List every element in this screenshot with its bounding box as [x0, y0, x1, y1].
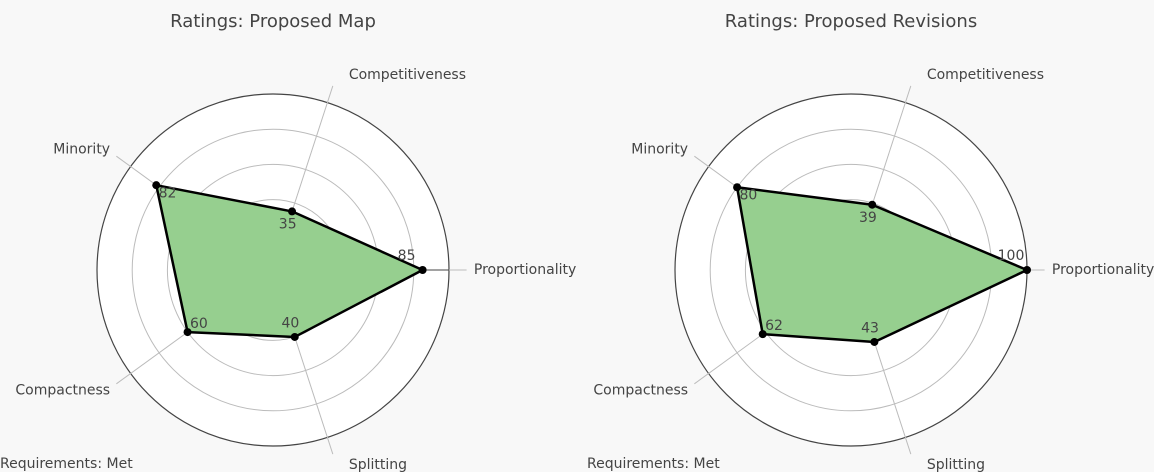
- data-point: [418, 266, 427, 274]
- chart-title: Ratings: Proposed Revisions: [725, 11, 977, 32]
- data-label: 43: [861, 321, 879, 337]
- data-label: 60: [190, 316, 208, 332]
- data-point: [868, 200, 877, 209]
- data-point: [290, 332, 299, 341]
- data-point: [183, 328, 192, 337]
- axis-label: Minority: [631, 142, 688, 158]
- data-point: [758, 330, 767, 339]
- axis-label: Splitting: [927, 457, 985, 472]
- axis-label: Minority: [53, 142, 110, 158]
- axis-label: Competitiveness: [349, 67, 466, 83]
- annotation: Requirements: Met: [587, 456, 720, 472]
- axis-label: Compactness: [15, 382, 110, 398]
- data-label: 39: [859, 210, 877, 226]
- annotation: Requirements: Met: [0, 456, 133, 472]
- chart-title: Ratings: Proposed Map: [170, 11, 376, 32]
- data-label: 40: [282, 316, 300, 332]
- data-point: [733, 183, 742, 192]
- axis-label: Proportionality: [474, 262, 576, 278]
- radar-area: [735, 185, 1029, 344]
- data-label: 100: [998, 248, 1025, 264]
- axis-label: Proportionality: [1052, 262, 1154, 278]
- data-label: 82: [159, 185, 177, 201]
- data-point: [288, 207, 297, 216]
- radar-area: [154, 183, 424, 339]
- axis-label: Splitting: [349, 457, 407, 472]
- data-point: [1023, 266, 1031, 274]
- axis-label: Compactness: [593, 382, 688, 398]
- data-label: 35: [279, 217, 297, 233]
- data-point: [152, 181, 161, 190]
- axis-label: Competitiveness: [927, 67, 1044, 83]
- data-label: 80: [740, 187, 758, 203]
- data-label: 62: [765, 318, 783, 334]
- data-point: [870, 337, 879, 346]
- data-label: 85: [398, 248, 416, 264]
